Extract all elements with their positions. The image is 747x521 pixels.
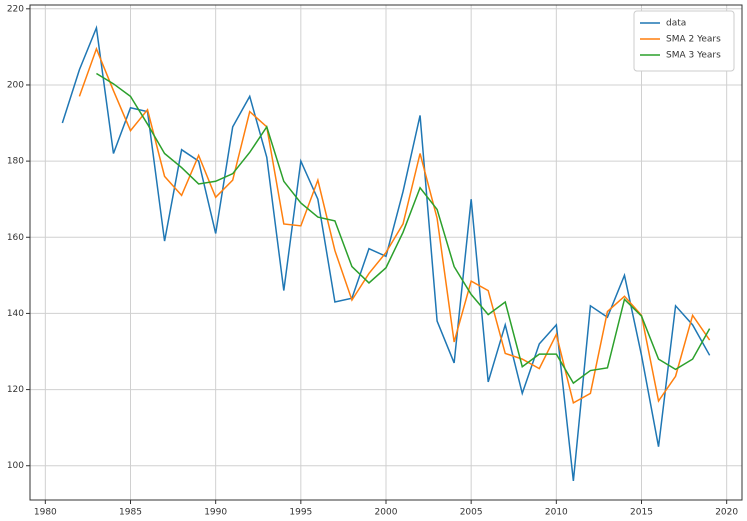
legend: data SMA 2 Years SMA 3 Years: [633, 10, 735, 72]
x-tick-label: 1985: [119, 508, 142, 518]
x-tick-label: 2000: [375, 508, 398, 518]
x-tick-label: 2010: [545, 508, 568, 518]
legend-label: SMA 3 Years: [666, 51, 721, 61]
y-tick-label: 160: [7, 233, 24, 243]
legend-box: [633, 10, 735, 72]
x-tick-label: 1995: [289, 508, 312, 518]
y-tick-label: 200: [7, 80, 24, 90]
x-tick-label: 2005: [460, 508, 483, 518]
series-line: [96, 72, 711, 385]
y-tick-label: 120: [7, 385, 24, 395]
series-line: [78, 46, 711, 405]
x-tick-label: 1980: [34, 508, 57, 518]
y-tick-label: 140: [7, 309, 24, 319]
x-tick-label: 2020: [715, 508, 738, 518]
plot-frame: [29, 4, 743, 501]
legend-label: SMA 2 Years: [666, 35, 721, 45]
x-tick-label: 2015: [630, 508, 653, 518]
x-tick-label: 1990: [204, 508, 227, 518]
y-tick-label: 220: [7, 4, 24, 14]
y-tick-label: 100: [7, 461, 24, 471]
legend-label: data: [666, 19, 686, 29]
series-line: [61, 24, 711, 482]
y-tick-label: 180: [7, 157, 24, 167]
